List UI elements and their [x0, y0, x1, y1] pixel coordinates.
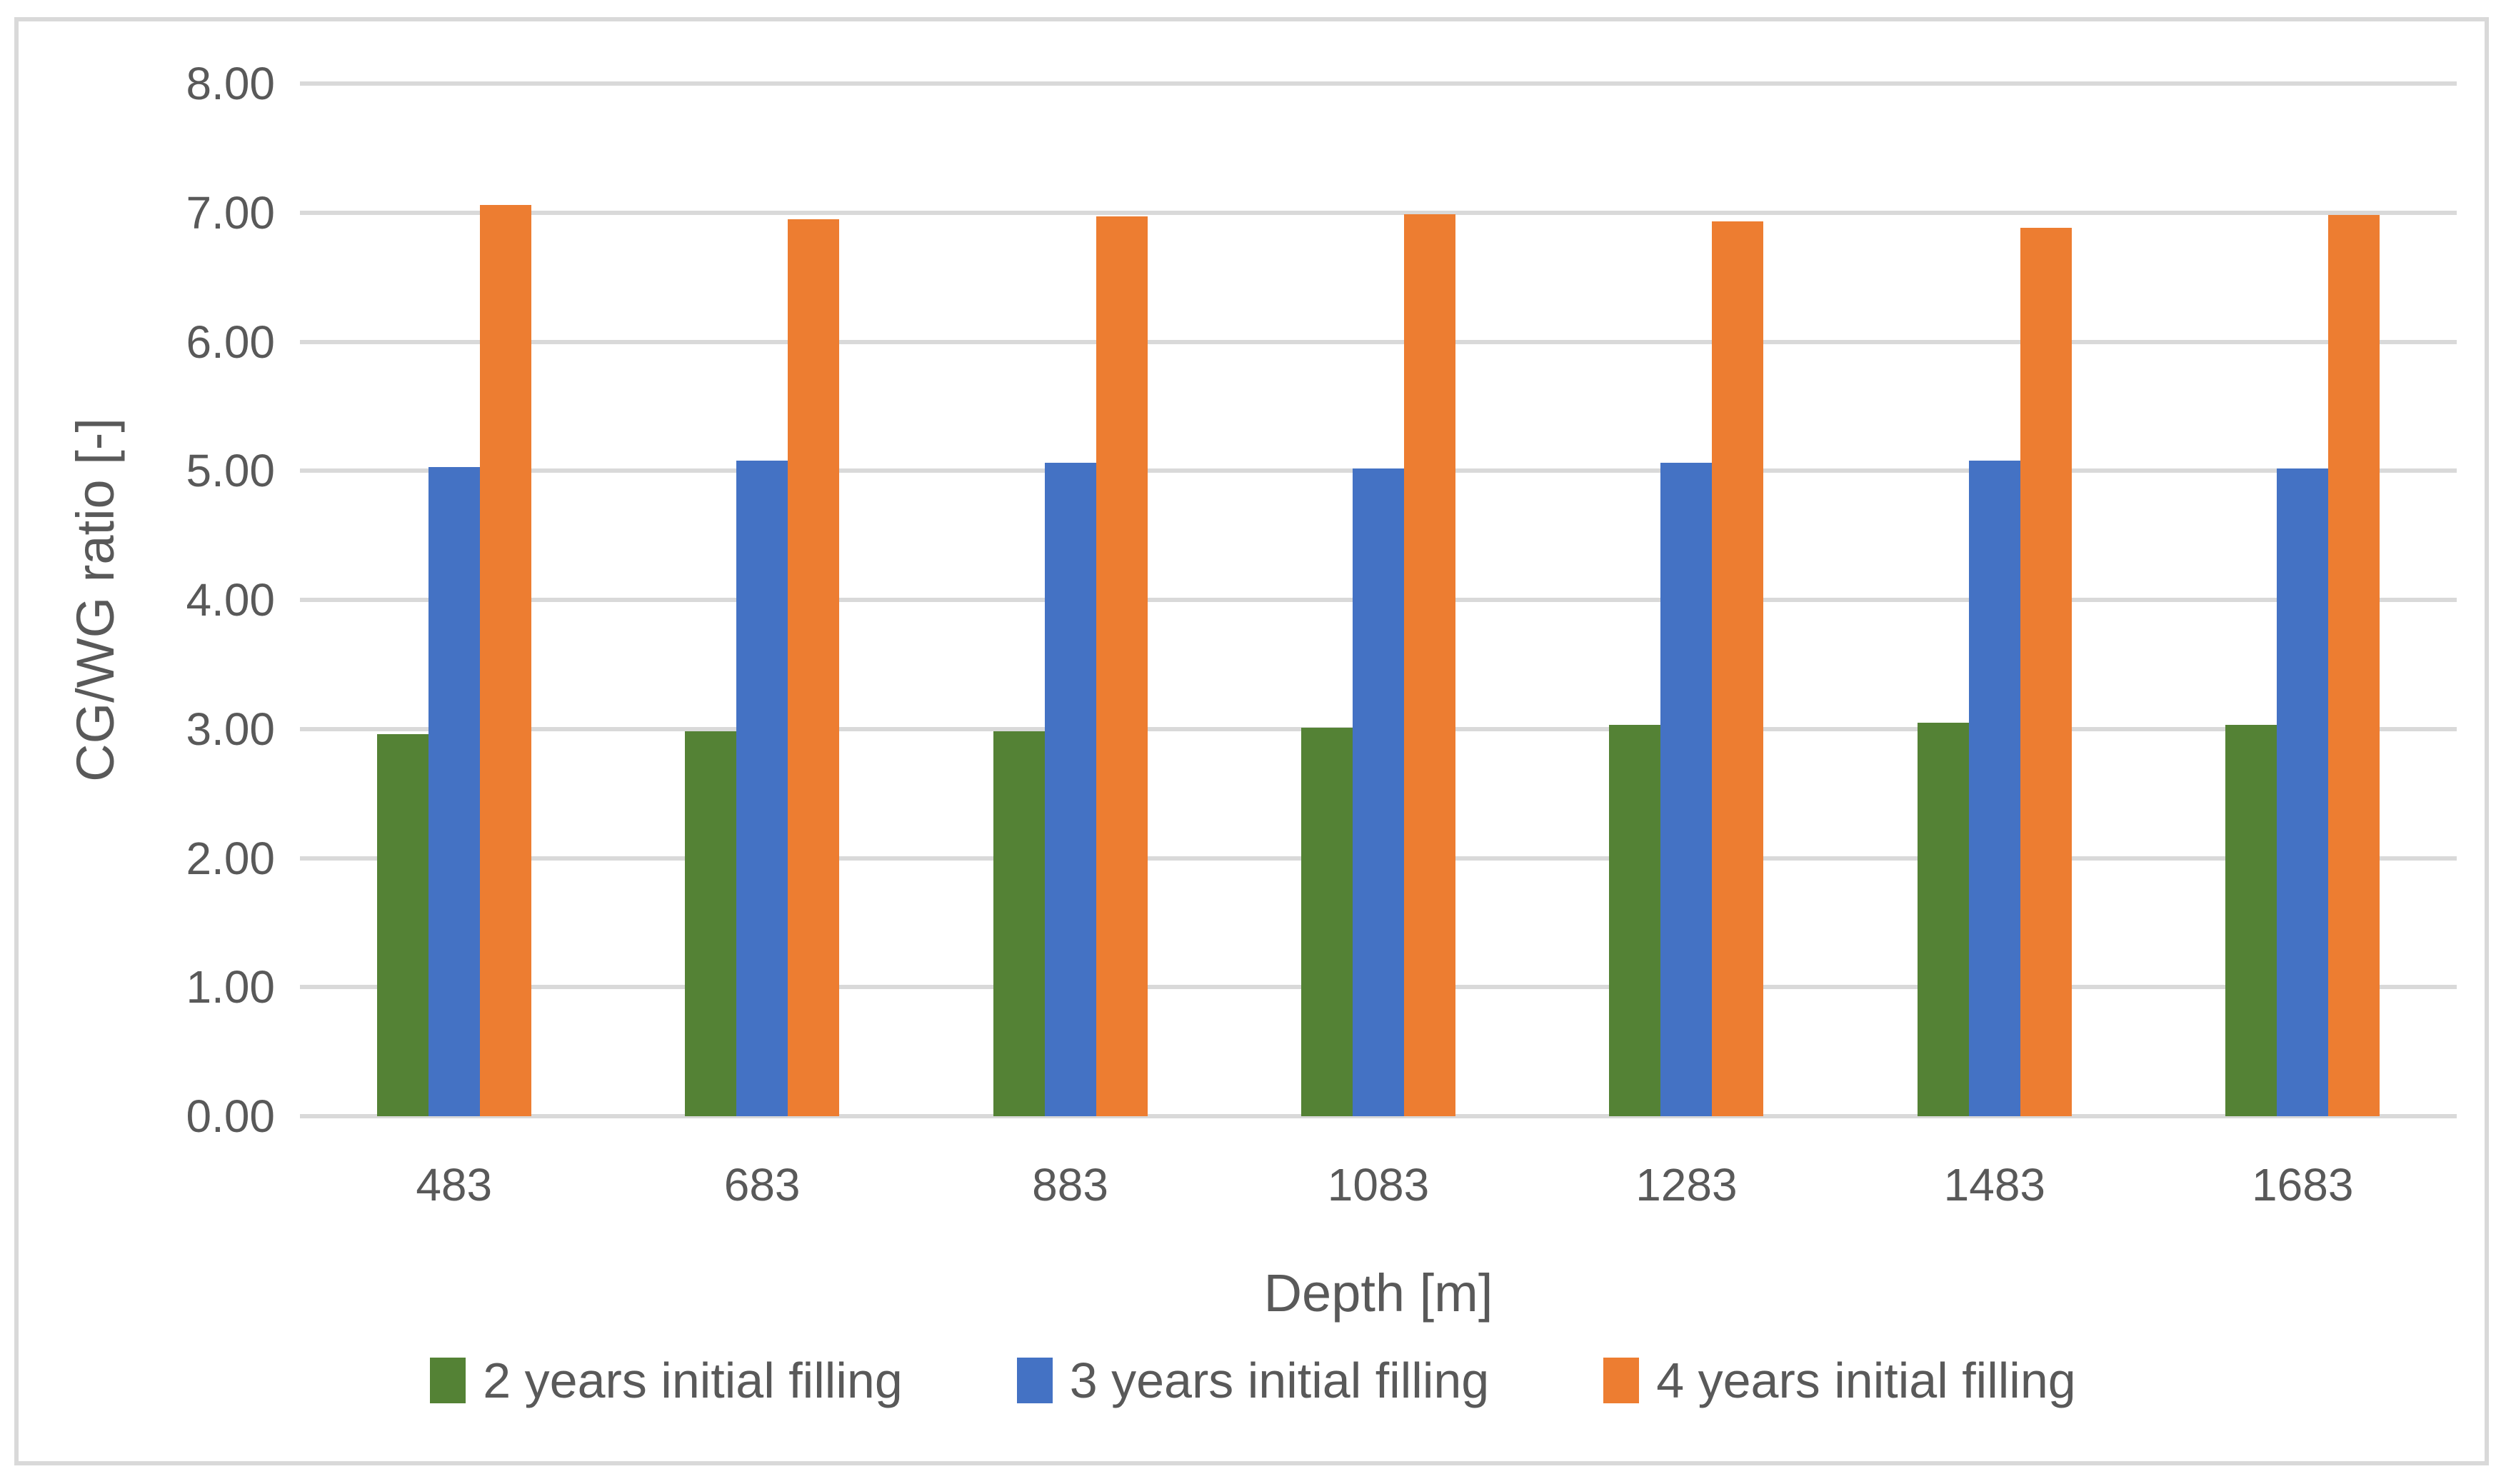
bar-3yr-1483 [1968, 460, 2020, 1116]
x-axis-tick-label: 1483 [1943, 1159, 2045, 1210]
legend-label: 3 years initial filling [1069, 1353, 1490, 1408]
legend-label: 2 years initial filling [483, 1353, 903, 1408]
bar-4yr-483 [479, 204, 531, 1116]
x-axis-tick-label: 1083 [1327, 1159, 1430, 1210]
gridline-y-0.00 [300, 1114, 2457, 1118]
bar-2yr-883 [993, 731, 1045, 1116]
y-axis-tick-label: 5.00 [186, 445, 275, 497]
legend-item: 4 years initial filling [1603, 1352, 2076, 1409]
legend-label: 4 years initial filling [1656, 1353, 2076, 1408]
y-axis-tick-labels: 0.00 1.00 2.00 3.00 4.00 5.00 6.00 7.00 8.00 [0, 58, 275, 1142]
x-axis-tick-label: 1683 [2252, 1159, 2354, 1210]
legend-marker-icon [430, 1358, 466, 1403]
bar-2yr-1483 [1917, 722, 1969, 1116]
bar-4yr-1483 [2020, 228, 2072, 1116]
y-axis-tick-label: 7.00 [186, 186, 275, 239]
bar-3yr-483 [428, 466, 480, 1116]
bar-group-1483 [1840, 84, 2148, 1116]
x-axis-tick-label: 683 [723, 1159, 801, 1210]
x-axis-title: Depth [m] [1263, 1263, 1493, 1323]
bar-4yr-1283 [1712, 221, 1764, 1116]
x-axis-tick-label: 883 [1032, 1159, 1108, 1210]
y-axis-tick-label: 1.00 [186, 961, 275, 1013]
x-axis-tick-label: 483 [416, 1159, 493, 1210]
bar-4yr-1083 [1403, 214, 1455, 1116]
bar-4yr-883 [1096, 216, 1148, 1116]
bar-group-883 [916, 84, 1224, 1116]
bar-4yr-1683 [2328, 215, 2380, 1116]
bar-2yr-483 [376, 733, 428, 1116]
bar-group-683 [608, 84, 916, 1116]
y-axis-tick-label: 0.00 [186, 1091, 275, 1142]
bar-2yr-683 [685, 731, 737, 1116]
bar-group-483 [300, 84, 608, 1116]
bar-2yr-1283 [1609, 725, 1661, 1116]
legend-marker-icon [1016, 1358, 1053, 1403]
bar-4yr-683 [788, 219, 840, 1116]
bar-3yr-1083 [1352, 468, 1404, 1116]
bar-3yr-1683 [2277, 468, 2329, 1116]
bar-2yr-1683 [2225, 725, 2277, 1116]
bar-3yr-1283 [1660, 463, 1713, 1116]
y-axis-tick-label: 8.00 [186, 58, 275, 109]
legend-item: 2 years initial filling [430, 1352, 903, 1409]
bar-group-1083 [1224, 84, 1532, 1116]
bar-group-1283 [1533, 84, 1840, 1116]
gridline-y-7.00 [300, 210, 2457, 215]
y-axis-tick-label: 6.00 [186, 316, 275, 368]
bar-3yr-883 [1044, 463, 1096, 1116]
x-axis-tick-labels: 483 683 883 1083 1283 1483 1683 [300, 1158, 2457, 1211]
x-axis-tick-label: 1283 [1635, 1159, 1738, 1210]
y-axis-tick-label: 4.00 [186, 574, 275, 626]
gridline-y-6.00 [300, 339, 2457, 344]
bar-3yr-683 [736, 460, 788, 1116]
bar-group-1683 [2149, 84, 2457, 1116]
legend-item: 3 years initial filling [1016, 1352, 1490, 1409]
y-axis-tick-label: 3.00 [186, 703, 275, 755]
bar-2yr-1083 [1300, 727, 1353, 1116]
legend: 2 years initial filling 3 years initial f… [0, 1352, 2506, 1409]
legend-marker-icon [1603, 1358, 1640, 1403]
plot-area [300, 81, 2457, 1118]
gridline-y-8.00 [300, 81, 2457, 86]
y-axis-tick-label: 2.00 [186, 832, 275, 884]
bar-groups [300, 84, 2457, 1116]
